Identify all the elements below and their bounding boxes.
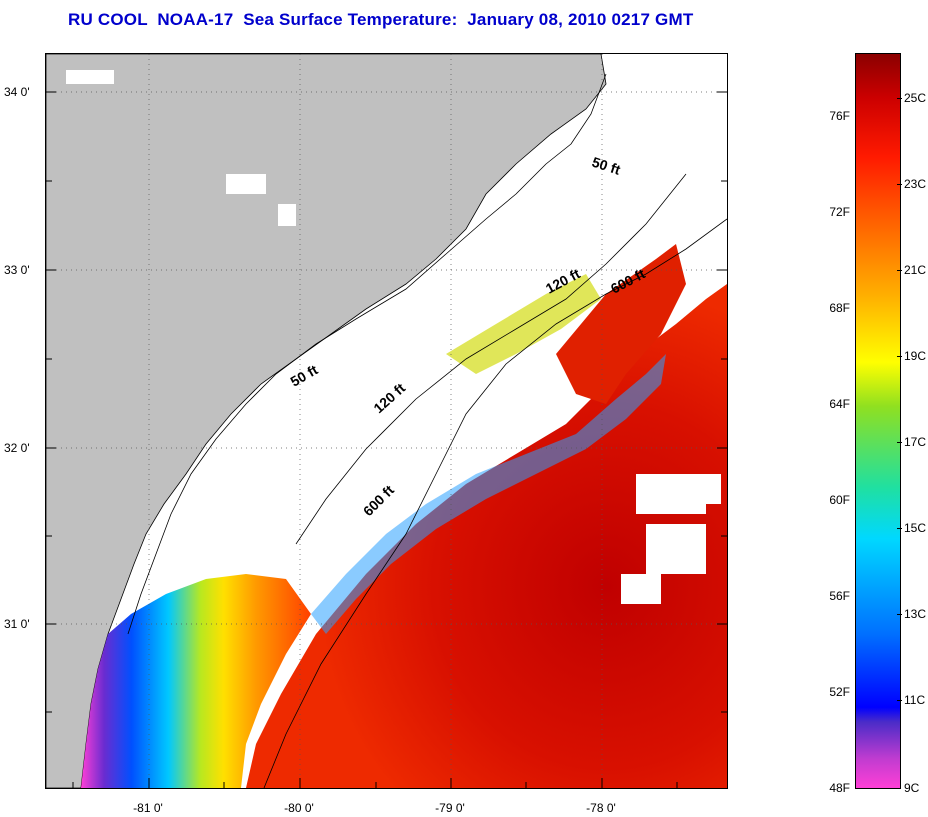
temperature-colorbar	[855, 53, 901, 789]
contour-label: 120 ft	[370, 380, 408, 417]
cloud-patches	[621, 474, 721, 604]
colorbar-celsius-label: 13C	[904, 607, 927, 621]
lon-label: -80 0'	[284, 801, 314, 815]
colorbar-fahrenheit-label: 64F	[829, 397, 850, 411]
colorbar-celsius-label: 21C	[904, 263, 927, 277]
lat-label: 33 0'	[4, 263, 30, 277]
lat-label: 32 0'	[4, 441, 30, 455]
lon-label: -79 0'	[435, 801, 465, 815]
contour-label: 50 ft	[288, 361, 321, 389]
sst-map-svg: 50 ft 120 ft 600 ft 50 ft 120 ft 600 ft	[46, 54, 727, 788]
colorbar-tick	[897, 270, 902, 271]
warm-plume	[556, 244, 686, 404]
colorbar-tick	[897, 700, 902, 701]
contour-label: 600 ft	[360, 482, 397, 519]
sst-map: 50 ft 120 ft 600 ft 50 ft 120 ft 600 ft	[45, 53, 728, 789]
colorbar-celsius-label: 9C	[904, 781, 920, 795]
land-lakes	[66, 70, 296, 226]
colorbar-fahrenheit-label: 56F	[829, 589, 850, 603]
colorbar-fahrenheit-label: 60F	[829, 493, 850, 507]
colorbar-fahrenheit-label: 52F	[829, 685, 850, 699]
colorbar-celsius-label: 19C	[904, 349, 927, 363]
colorbar-tick	[897, 98, 902, 99]
frame-ticks	[46, 91, 727, 788]
depth-contours	[127, 73, 727, 788]
colorbar-celsius-label: 25C	[904, 91, 927, 105]
frontal-zone	[311, 354, 666, 634]
colorbar-tick	[897, 184, 902, 185]
colorbar-celsius-label: 15C	[904, 521, 927, 535]
colorbar-fahrenheit-label: 68F	[829, 301, 850, 315]
lat-label: 34 0'	[4, 85, 30, 99]
colorbar-fahrenheit-label: 76F	[829, 109, 850, 123]
colorbar-tick	[897, 614, 902, 615]
colorbar-tick	[897, 528, 902, 529]
cold-coastal-band	[81, 574, 311, 788]
graticule	[46, 54, 727, 788]
colorbar-fahrenheit-label: 48F	[829, 781, 850, 795]
contour-label: 50 ft	[590, 154, 623, 178]
colorbar-fahrenheit-label: 72F	[829, 205, 850, 219]
lon-label: -81 0'	[133, 801, 163, 815]
lon-label: -78 0'	[586, 801, 616, 815]
frontal-zone-yellow	[446, 274, 601, 374]
lat-label: 31 0'	[4, 617, 30, 631]
colorbar-tick	[897, 442, 902, 443]
colorbar-celsius-label: 17C	[904, 435, 927, 449]
map-title: RU COOL NOAA-17 Sea Surface Temperature:…	[68, 10, 694, 29]
colorbar-celsius-label: 11C	[904, 693, 926, 707]
colorbar-tick	[897, 356, 902, 357]
colorbar-celsius-label: 23C	[904, 177, 927, 191]
